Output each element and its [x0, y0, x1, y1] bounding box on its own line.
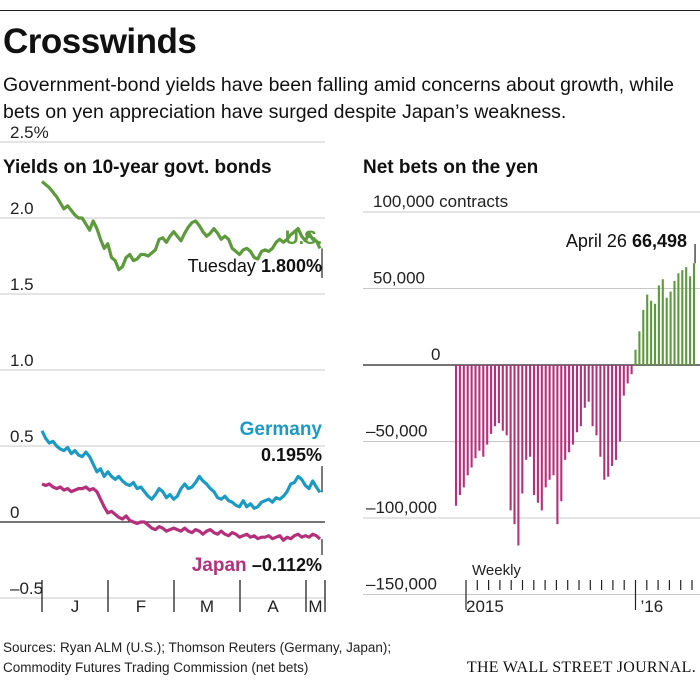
bets-annotation-label: April 26	[566, 231, 632, 251]
germany-annotation-value: 0.195%	[261, 445, 322, 465]
top-rule	[0, 10, 700, 11]
headline: Crosswinds	[3, 22, 197, 61]
sources-note: Sources: Ryan ALM (U.S.); Thomson Reuter…	[3, 638, 391, 678]
yield-series-line-germany	[40, 430, 322, 510]
yield-y-tick-label: 0.5	[10, 427, 34, 446]
us-annotation-label: Tuesday	[188, 256, 261, 276]
yield-y-tick-label: 1.5	[10, 275, 34, 294]
bets-y-tick-label: –150,000	[366, 575, 437, 594]
bets-annotation: April 26 66,498	[566, 231, 687, 251]
sources-line-2: Commodity Futures Trading Commission (ne…	[3, 660, 309, 675]
yield-x-tick-label: A	[267, 597, 279, 616]
bets-y-tick-label: –50,000	[366, 422, 427, 441]
yield-x-tick-label: M	[200, 597, 214, 616]
japan-annotation: Japan –0.112%	[192, 555, 322, 576]
bets-x-tick-label: 2015	[466, 597, 504, 616]
yield-y-tick-label: 2.0	[10, 199, 34, 218]
yield-y-tick-label: 1.0	[10, 351, 34, 370]
us-annotation: Tuesday 1.800%	[188, 256, 322, 276]
yield-y-tick-label: 0	[10, 503, 19, 522]
bets-y-tick-label: 0	[431, 345, 440, 364]
wsj-logo: THE WALL STREET JOURNAL.	[466, 659, 696, 676]
yield-x-tick-label: F	[136, 597, 146, 616]
yields-chart-title: Yields on 10-year govt. bonds	[3, 157, 272, 178]
yield-x-tick-label: J	[71, 597, 80, 616]
bets-chart-title: Net bets on the yen	[363, 157, 539, 178]
japan-series-label: Japan	[192, 555, 252, 576]
bets-y-tick-label: 100,000 contracts	[373, 192, 508, 211]
bets-y-tick-label: 50,000	[373, 269, 425, 288]
bets-y-tick-label: –100,000	[366, 498, 437, 517]
bets-frequency-label: Weekly	[472, 562, 521, 579]
yield-y-tick-label: 2.5%	[10, 123, 49, 142]
germany-series-label: Germany	[240, 419, 323, 440]
bets-x-tick-label: ’16	[641, 597, 664, 616]
yield-x-tick-label: M	[308, 597, 322, 616]
yield-y-tick-label: –0.5	[10, 579, 43, 598]
sources-line-1: Sources: Ryan ALM (U.S.); Thomson Reuter…	[3, 640, 392, 655]
dek: Government-bond yields have been falling…	[3, 74, 674, 123]
us-annotation-value: 1.800%	[261, 256, 322, 276]
yield-series-line-japan	[41, 482, 322, 542]
japan-annotation-value: –0.112%	[252, 555, 322, 575]
us-series-label: U.S.	[285, 228, 322, 249]
bets-annotation-value: 66,498	[632, 231, 687, 251]
yield-series-line-us	[40, 180, 322, 272]
